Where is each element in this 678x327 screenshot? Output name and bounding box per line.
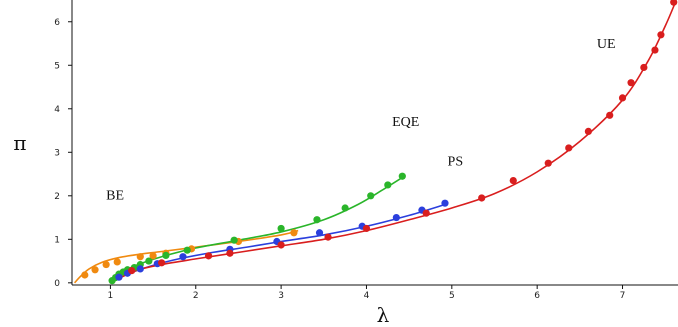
series-0-point bbox=[102, 260, 110, 269]
series-1-point bbox=[145, 257, 153, 265]
annotation-label: BE bbox=[106, 188, 124, 203]
x-tick-label: 7 bbox=[620, 291, 626, 301]
series-0-point bbox=[113, 258, 121, 266]
series-1-point bbox=[230, 236, 238, 244]
series-2-point bbox=[392, 213, 400, 222]
x-tick-label: 1 bbox=[108, 291, 114, 301]
y-axis-label: π bbox=[13, 131, 26, 155]
series-2-point bbox=[115, 273, 123, 281]
series-3-point bbox=[657, 31, 665, 39]
ticks: 1 2 3 4 5 6 7 0 1 2 3 4 5 6 bbox=[54, 18, 625, 301]
series-1-point bbox=[183, 246, 191, 254]
series-1-point bbox=[384, 181, 392, 189]
series-1-fit-curve bbox=[109, 176, 403, 284]
series-3-point bbox=[128, 267, 136, 275]
x-tick-label: 3 bbox=[278, 291, 284, 301]
x-axis-label: λ bbox=[377, 303, 390, 327]
series-0-point bbox=[81, 271, 89, 279]
data-points bbox=[81, 0, 678, 285]
y-tick-label: 5 bbox=[54, 61, 60, 71]
annotation-label: PS bbox=[448, 154, 464, 169]
annotation-label: UE bbox=[597, 37, 616, 52]
x-tick-label: 2 bbox=[193, 291, 199, 301]
y-tick-label: 4 bbox=[54, 105, 60, 115]
series-2-point bbox=[441, 199, 449, 207]
series-3-point bbox=[226, 249, 234, 257]
series-1-point bbox=[313, 216, 321, 224]
series-3-point bbox=[618, 94, 627, 102]
series-3-fit-curve bbox=[110, 1, 677, 284]
series-3-point bbox=[204, 252, 213, 260]
series-3-point bbox=[584, 127, 592, 136]
series-3-point bbox=[544, 159, 552, 167]
series-0-point bbox=[290, 229, 298, 237]
series-3-point bbox=[324, 233, 332, 241]
x-tick-label: 4 bbox=[364, 291, 370, 301]
series-1-point bbox=[341, 204, 349, 212]
series-1-point bbox=[277, 224, 285, 233]
y-tick-label: 2 bbox=[54, 192, 60, 202]
annotations: BE EQE PS UE bbox=[106, 37, 615, 203]
series-3-point bbox=[478, 194, 486, 202]
series-2-point bbox=[136, 265, 144, 273]
series-1-point bbox=[367, 192, 375, 200]
series-0-point bbox=[136, 253, 144, 261]
y-tick-label: 0 bbox=[54, 279, 60, 289]
x-tick-label: 5 bbox=[449, 291, 455, 301]
series-3-point bbox=[565, 144, 573, 152]
series-3-point bbox=[640, 63, 648, 72]
series-3-point bbox=[651, 46, 659, 54]
series-1-point bbox=[398, 172, 406, 180]
annotation-label: EQE bbox=[392, 115, 419, 130]
series-3-point bbox=[362, 224, 371, 233]
y-tick-label: 3 bbox=[54, 148, 60, 158]
series-3-point bbox=[158, 259, 166, 267]
series-0-point bbox=[149, 252, 157, 260]
series-0-point bbox=[91, 266, 99, 274]
series-2-point bbox=[315, 229, 324, 237]
series-3-point bbox=[670, 0, 678, 6]
series-3-point bbox=[277, 241, 285, 249]
series-2-point bbox=[179, 253, 187, 261]
series-3-point bbox=[606, 111, 614, 119]
fit-curves bbox=[73, 1, 677, 284]
axes bbox=[71, 0, 678, 286]
series-3-point bbox=[422, 209, 430, 217]
series-1-point bbox=[162, 251, 170, 260]
x-tick-label: 6 bbox=[534, 291, 540, 301]
series-3-point bbox=[509, 176, 517, 185]
series-3-point bbox=[627, 79, 635, 87]
y-tick-label: 1 bbox=[54, 235, 60, 245]
y-tick-label: 6 bbox=[54, 18, 60, 28]
